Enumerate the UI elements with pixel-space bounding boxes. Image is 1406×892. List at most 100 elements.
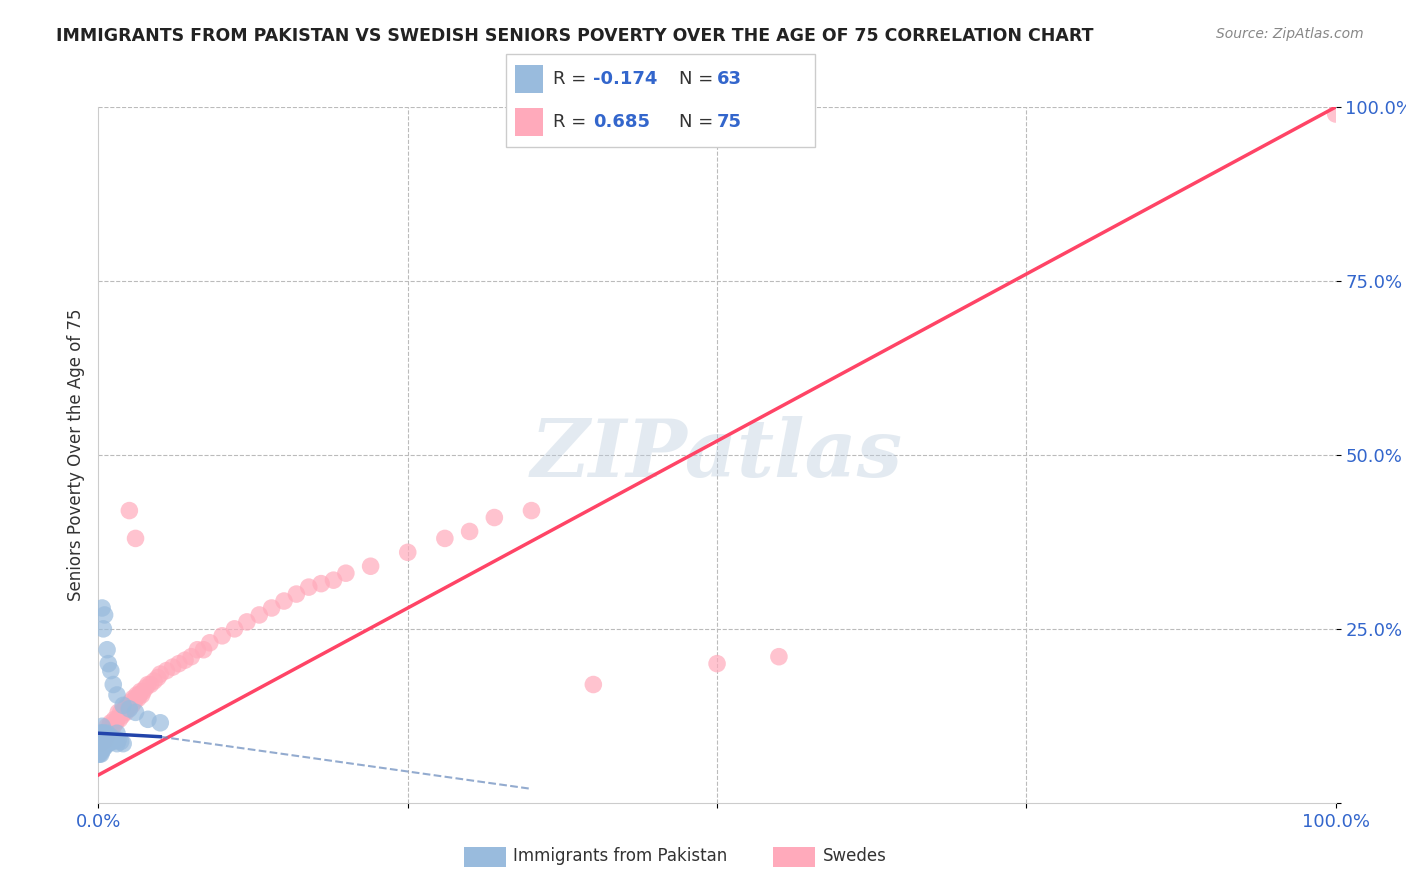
Point: [134, 681, 156, 695]
Point: [117, 702, 139, 716]
Text: IMMIGRANTS FROM PAKISTAN VS SWEDISH SENIORS POVERTY OVER THE AGE OF 75 CORRELATI: IMMIGRANTS FROM PAKISTAN VS SWEDISH SENI…: [56, 27, 1094, 45]
Point: [127, 691, 149, 706]
Point: [91, 719, 114, 733]
Point: [96, 733, 118, 747]
Point: [96, 719, 118, 733]
Point: [112, 737, 135, 751]
Point: [706, 657, 728, 671]
Point: [91, 726, 114, 740]
Point: [110, 706, 132, 720]
Point: [273, 594, 295, 608]
Point: [91, 740, 114, 755]
Point: [93, 731, 115, 746]
Y-axis label: Seniors Poverty Over the Age of 75: Seniors Poverty Over the Age of 75: [66, 309, 84, 601]
Point: [100, 723, 122, 737]
Bar: [516, 65, 543, 93]
Point: [93, 730, 115, 744]
Point: [104, 715, 127, 730]
Point: [124, 691, 146, 706]
Point: [93, 737, 115, 751]
Point: [100, 664, 122, 678]
Point: [87, 740, 110, 755]
Point: [94, 737, 117, 751]
Point: [520, 503, 543, 517]
Text: 0.685: 0.685: [593, 113, 650, 131]
Point: [174, 653, 197, 667]
Point: [103, 677, 125, 691]
Point: [87, 747, 110, 761]
Point: [90, 744, 112, 758]
Point: [100, 734, 122, 748]
Point: [582, 677, 605, 691]
Text: Immigrants from Pakistan: Immigrants from Pakistan: [513, 847, 727, 865]
Point: [91, 601, 114, 615]
Point: [112, 698, 135, 713]
Point: [143, 674, 166, 689]
Text: N =: N =: [679, 70, 714, 87]
Point: [236, 615, 259, 629]
Point: [87, 733, 110, 747]
Point: [96, 737, 118, 751]
Point: [309, 576, 332, 591]
Point: [93, 726, 115, 740]
Point: [112, 706, 135, 720]
Point: [91, 733, 114, 747]
Point: [322, 573, 344, 587]
Point: [114, 706, 136, 720]
Point: [260, 601, 283, 615]
Point: [129, 684, 152, 698]
Point: [112, 702, 135, 716]
Point: [139, 677, 162, 691]
Point: [93, 607, 115, 622]
Point: [167, 657, 190, 671]
Point: [103, 734, 125, 748]
Point: [90, 737, 112, 751]
Text: ZIPatlas: ZIPatlas: [531, 417, 903, 493]
Point: [89, 747, 111, 761]
Point: [101, 733, 124, 747]
Point: [115, 698, 138, 713]
Point: [107, 733, 129, 747]
Point: [93, 733, 115, 747]
Point: [118, 503, 141, 517]
Point: [105, 726, 128, 740]
Point: [180, 649, 202, 664]
Point: [89, 726, 111, 740]
Point: [105, 688, 128, 702]
Point: [132, 684, 155, 698]
Point: [100, 730, 122, 744]
Point: [198, 636, 221, 650]
Point: [155, 664, 177, 678]
Point: [124, 706, 146, 720]
Point: [90, 733, 112, 747]
Point: [285, 587, 308, 601]
Text: 63: 63: [717, 70, 741, 87]
Point: [360, 559, 382, 574]
Point: [118, 698, 141, 713]
Point: [89, 744, 111, 758]
Point: [103, 733, 125, 747]
Point: [128, 688, 150, 702]
Point: [93, 740, 115, 755]
Point: [107, 706, 129, 720]
Point: [96, 726, 118, 740]
Point: [149, 667, 172, 681]
Point: [484, 510, 506, 524]
Text: N =: N =: [679, 113, 714, 131]
Point: [1324, 107, 1347, 121]
Point: [90, 737, 112, 751]
Point: [97, 737, 120, 751]
Point: [97, 733, 120, 747]
Point: [136, 677, 159, 691]
Bar: [516, 108, 543, 136]
Point: [97, 657, 120, 671]
Point: [93, 730, 115, 744]
Point: [186, 642, 208, 657]
Point: [396, 545, 419, 559]
Point: [91, 737, 114, 751]
Point: [91, 730, 114, 744]
Point: [90, 747, 112, 761]
Point: [93, 740, 115, 755]
Point: [211, 629, 233, 643]
Point: [93, 726, 115, 740]
